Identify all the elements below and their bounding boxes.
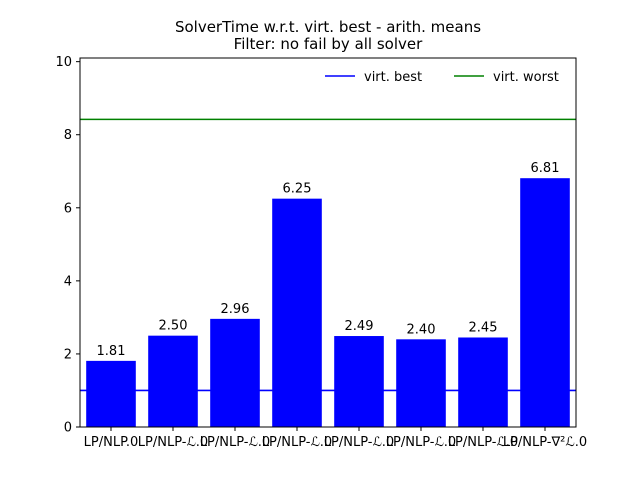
chart-title: SolverTime w.r.t. virt. best - arith. me… [175,18,481,36]
x-tick-label-4: LP/NLP-ℒ.0 [324,435,394,450]
bar-value-label-7: 6.81 [531,161,560,176]
bar-3 [272,198,322,427]
chart-subtitle: Filter: no fail by all solver [234,35,423,53]
legend-label-0: virt. best [364,70,422,85]
bar-value-label-3: 6.25 [283,182,312,197]
x-tick-label-3: LP/NLP-ℒ.0 [262,435,332,450]
bar-value-label-4: 2.49 [345,319,374,334]
x-tick-label-5: LP/NLP-ℒ.0 [386,435,456,450]
bar-value-label-1: 2.50 [159,319,188,334]
bar-2 [210,318,260,427]
bar-7 [520,178,570,427]
bar-5 [396,339,446,427]
x-tick-label-1: LP/NLP-ℒ.0 [138,435,208,450]
y-tick-label-1: 2 [64,347,72,362]
y-tick-label-0: 0 [64,421,72,436]
y-tick-label-2: 4 [64,274,72,289]
axes-frame [79,57,577,428]
bar-value-label-2: 2.96 [221,302,250,317]
x-tick-label-6: LP/NLP-ℒ.0 [448,435,518,450]
x-tick-label-7: LP/NLP-∇²ℒ.0 [503,435,587,450]
bar-6 [458,337,508,427]
y-tick-label-3: 6 [64,201,72,216]
x-tick-label-0: LP/NLP.0 [84,435,139,450]
bar-4 [334,336,384,427]
bar-1 [148,335,198,427]
y-tick-label-5: 10 [55,55,72,70]
x-tick-label-2: LP/NLP-ℒ.0 [200,435,270,450]
plot-area: 1.81 2.50 2.96 6.25 2.49 2.40 2.45 6.81 0 2 4 6 8 10 L… [55,55,587,450]
y-tick-label-4: 8 [64,128,72,143]
bar-value-label-5: 2.40 [407,322,436,337]
legend-label-1: virt. worst [493,70,559,85]
bar-value-label-0: 1.81 [97,344,126,359]
bar-value-label-6: 2.45 [469,320,498,335]
bar-0 [86,360,136,427]
